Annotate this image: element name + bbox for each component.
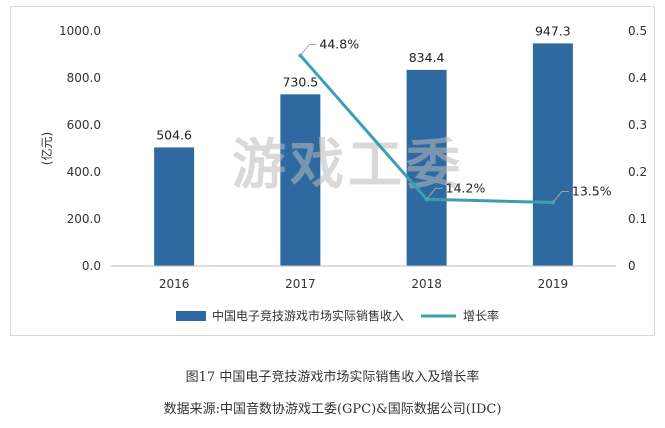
y-tick-label: 800.0 <box>67 71 101 85</box>
x-tick-label: 2019 <box>538 277 569 291</box>
growth-label-leader <box>552 191 569 203</box>
y-tick-label: 1000.0 <box>59 24 101 38</box>
chart-frame: 504.6 730.5 834.4 947.3 游戏工委 0.0 200.0 400.0 6… <box>10 6 655 336</box>
y-axis-title: (亿元) <box>39 132 54 165</box>
bar-2019 <box>532 43 573 267</box>
growth-value-label: 13.5% <box>572 184 612 199</box>
bar-value-label: 947.3 <box>535 23 571 38</box>
growth-label-leader <box>426 187 443 200</box>
legend-swatch-revenue <box>176 311 206 321</box>
y2-tick-label: 0.2 <box>628 165 647 179</box>
y2-tick-label: 0.1 <box>628 212 647 226</box>
growth-label-leader <box>299 43 317 56</box>
legend-label-growth: 增长率 <box>463 308 499 323</box>
figure-caption: 图17 中国电子竞技游戏市场实际销售收入及增长率 <box>185 370 480 385</box>
y-tick-label: 0.0 <box>82 259 101 273</box>
bar-value-label: 834.4 <box>409 50 445 65</box>
watermark: 游戏工委 <box>232 133 464 196</box>
growth-value-label: 44.8% <box>319 36 359 51</box>
bar-2016 <box>154 147 195 266</box>
y-tick-label: 200.0 <box>67 212 101 226</box>
y2-tick-label: 0.4 <box>628 71 647 85</box>
growth-value-label: 14.2% <box>446 180 486 195</box>
x-tick-label: 2018 <box>411 277 442 291</box>
y2-tick-label: 0 <box>628 259 636 273</box>
bar-value-label: 730.5 <box>282 74 318 89</box>
bar-value-label: 504.6 <box>156 127 192 142</box>
chart: 504.6 730.5 834.4 947.3 游戏工委 0.0 200.0 400.0 6… <box>39 23 647 323</box>
legend-label-revenue: 中国电子竞技游戏市场实际销售收入 <box>212 308 404 323</box>
y2-tick-label: 0.3 <box>628 118 647 132</box>
x-tick-label: 2016 <box>159 277 190 291</box>
bar-2017 <box>280 94 321 267</box>
y-tick-label: 400.0 <box>67 165 101 179</box>
y-tick-label: 600.0 <box>67 118 101 132</box>
source-note: 数据来源:中国音数协游戏工委(GPC)&国际数据公司(IDC) <box>163 402 502 417</box>
bar-2018 <box>406 69 447 266</box>
y2-tick-label: 0.5 <box>628 24 647 38</box>
x-tick-label: 2017 <box>285 277 316 291</box>
